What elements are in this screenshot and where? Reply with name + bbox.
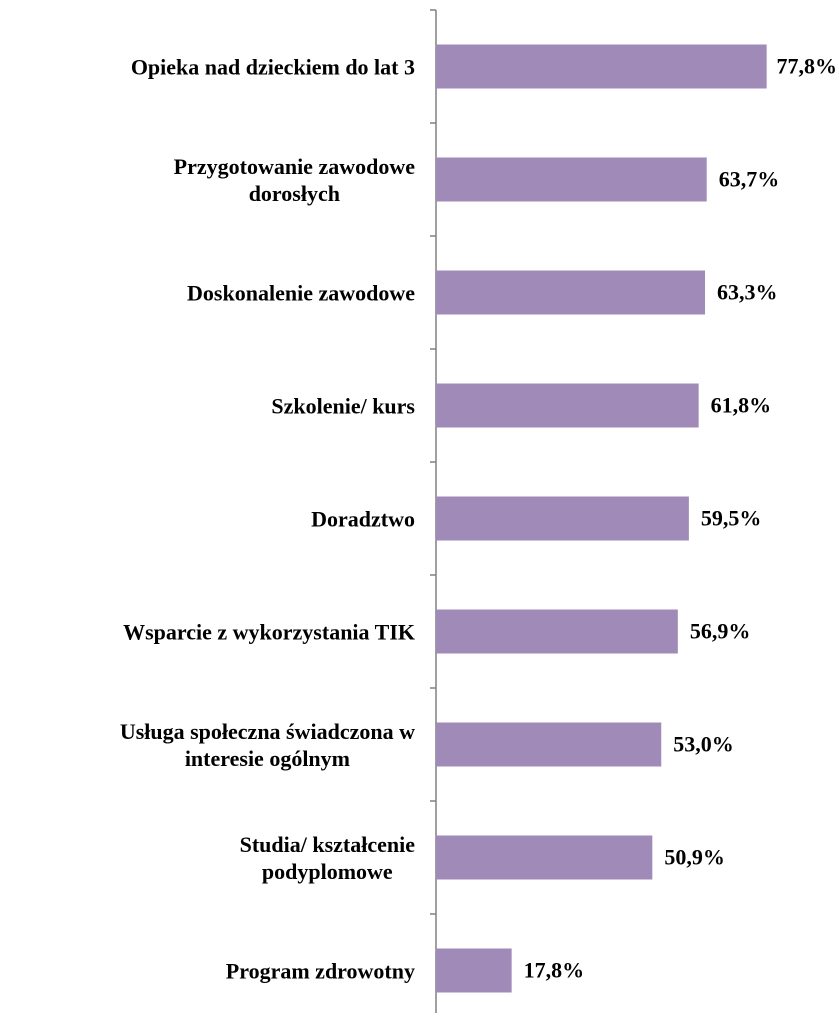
category-label: Wsparcie z wykorzystania TIK [123, 619, 415, 644]
value-label: 61,8% [711, 393, 772, 418]
category-label: Program zdrowotny [225, 958, 415, 983]
bar [436, 948, 512, 993]
bar [436, 496, 689, 541]
bar [436, 722, 662, 767]
value-label: 56,9% [690, 619, 751, 644]
category-label: Doskonalenie zawodowe [187, 280, 415, 305]
category-label: Opieka nad dzieckiem do lat 3 [130, 54, 415, 79]
bar [436, 383, 699, 428]
bar [436, 835, 653, 880]
value-label: 50,9% [664, 845, 725, 870]
category-label: Przygotowanie zawodowe dorosłych [173, 153, 415, 206]
bar [436, 609, 678, 654]
category-label: Szkolenie/ kurs [271, 393, 415, 418]
category-label: Usługa społeczna świadczona w interesie … [119, 718, 415, 771]
bar [436, 270, 706, 315]
value-label: 53,0% [673, 732, 734, 757]
value-label: 17,8% [524, 958, 585, 983]
category-label: Studia/ kształcenie podyplomowe [239, 831, 415, 884]
value-label: 63,7% [719, 167, 780, 192]
category-label: Doradztwo [311, 506, 415, 531]
value-label: 63,3% [717, 280, 778, 305]
value-label: 77,8% [777, 54, 838, 79]
bar [436, 44, 767, 89]
bar [436, 157, 707, 202]
value-label: 59,5% [701, 506, 762, 531]
